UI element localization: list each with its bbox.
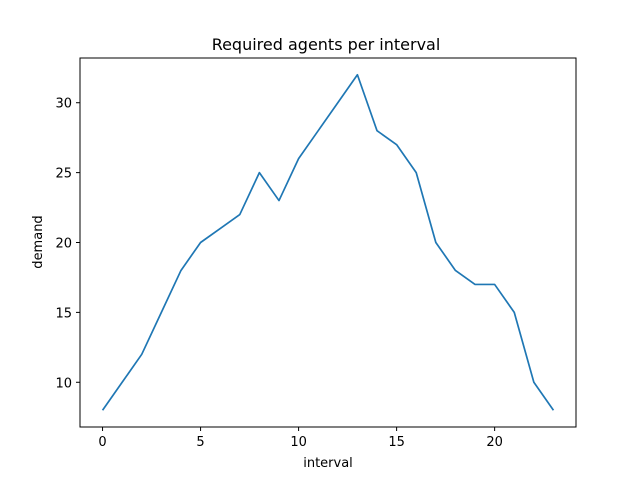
x-tick-label: 5 — [196, 435, 204, 450]
x-axis-label: interval — [303, 456, 353, 471]
y-tick-label: 25 — [55, 167, 72, 182]
x-tick-label: 10 — [290, 435, 307, 450]
y-axis-ticks: 10 15 20 25 30 — [55, 97, 80, 391]
x-tick-label: 20 — [486, 435, 503, 450]
x-axis-ticks: 0 5 10 15 20 — [98, 427, 503, 450]
plot-area-frame — [79, 57, 577, 428]
y-axis-label: demand — [31, 215, 46, 268]
chart-title: Required agents per interval — [212, 35, 441, 54]
y-tick-label: 15 — [55, 306, 72, 321]
y-tick-label: 20 — [55, 237, 72, 252]
x-tick-label: 15 — [388, 435, 405, 450]
y-tick-label: 10 — [55, 376, 72, 391]
y-tick-label: 30 — [55, 97, 72, 112]
series-line-demand — [101, 73, 555, 411]
x-tick-label: 0 — [98, 435, 106, 450]
